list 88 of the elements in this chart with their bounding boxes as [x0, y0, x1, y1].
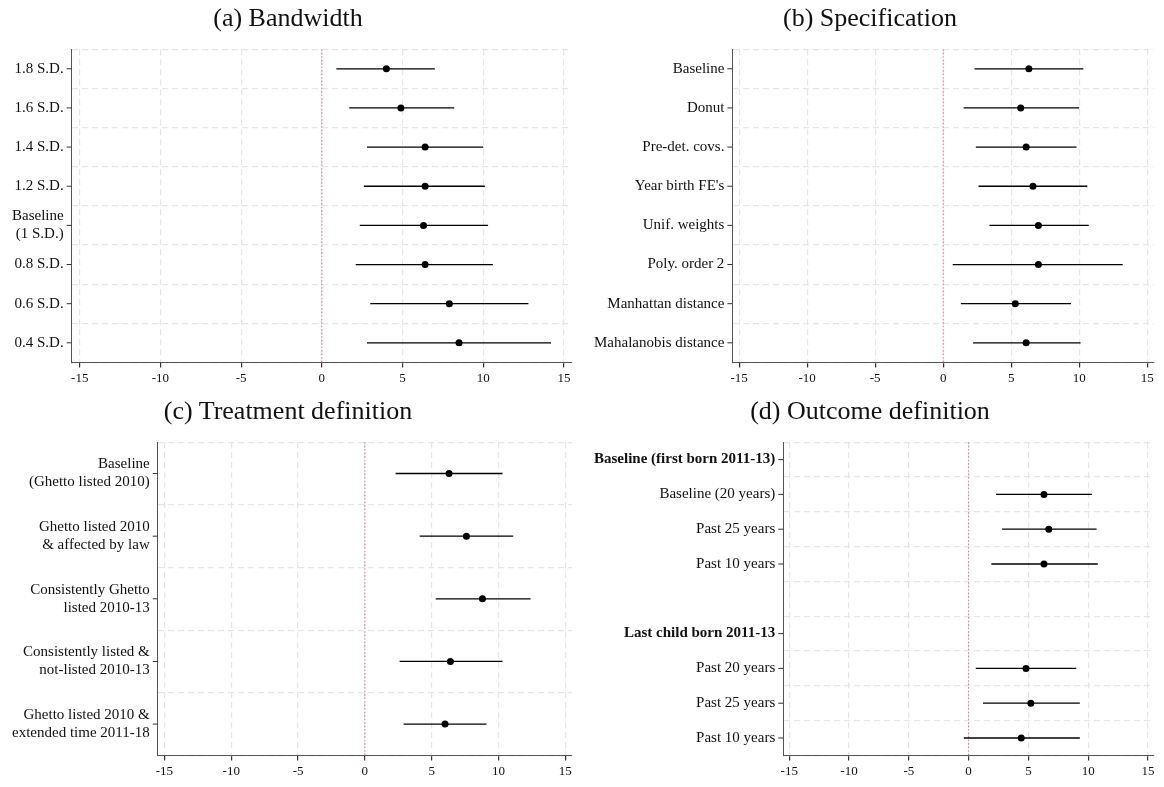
y-tick-label: 1.4 S.D. — [14, 138, 64, 155]
y-tick-label: Baseline (Ghetto listed 2010) — [28, 455, 151, 491]
x-tick-label: 0 — [361, 762, 369, 778]
point — [1022, 664, 1030, 672]
chart-title: (c) Treatment definition — [163, 396, 413, 426]
chart-title: (a) Bandwidth — [213, 3, 363, 33]
y-tick-label: Consistently listed & not-listed 2010-13 — [23, 643, 151, 678]
x-tick-label: 15 — [1140, 369, 1154, 385]
y-tick-label: Consistently Ghetto listed 2010-13 — [30, 580, 150, 615]
x-tick-label: 15 — [1141, 762, 1155, 778]
point — [455, 339, 463, 347]
y-tick-label: Baseline (first born 2011-13) — [593, 450, 776, 468]
x-tick-label: -10 — [151, 369, 170, 385]
point — [1040, 560, 1048, 568]
point — [421, 143, 429, 151]
point — [1045, 525, 1053, 533]
y-tick-label: Pre-det. covs. — [642, 138, 725, 155]
x-tick-label: 5 — [428, 762, 435, 778]
x-tick-label: 5 — [1007, 369, 1015, 385]
point — [1017, 104, 1025, 112]
x-tick-label: -15 — [780, 762, 798, 778]
y-tick-label: Baseline — [672, 59, 725, 76]
x-tick-label: 0 — [965, 762, 972, 778]
x-tick-label: 10 — [476, 369, 490, 385]
y-tick-label: 1.8 S.D. — [14, 59, 64, 76]
y-tick-label: Ghetto listed 2010 & extended time 2011-18 — [11, 706, 151, 741]
point — [478, 595, 486, 603]
x-tick-label: 10 — [492, 762, 505, 778]
x-tick-label: -15 — [71, 369, 89, 385]
y-tick-label: 0.8 S.D. — [14, 255, 64, 272]
x-tick-label: 0 — [318, 369, 326, 385]
point — [421, 261, 429, 269]
x-tick-label: 0 — [939, 369, 947, 385]
x-tick-label: -10 — [840, 762, 858, 778]
point — [1011, 300, 1019, 308]
y-tick-label: Donut — [686, 98, 726, 115]
point — [1027, 699, 1035, 707]
x-tick-label: 15 — [558, 762, 572, 778]
point — [1034, 221, 1042, 229]
y-tick-label: Manhattan distance — [607, 294, 725, 311]
point — [1040, 490, 1048, 498]
x-tick-label: -15 — [155, 762, 174, 778]
x-tick-label: -10 — [222, 762, 240, 778]
point — [421, 182, 429, 190]
y-tick-label: Past 10 years — [696, 554, 776, 571]
y-tick-label: Poly. order 2 — [647, 255, 725, 272]
point — [462, 532, 470, 540]
y-tick-label: Mahalanobis distance — [593, 333, 725, 350]
x-tick-label: 5 — [399, 369, 406, 385]
x-tick-label: 5 — [1025, 762, 1032, 778]
point — [441, 720, 449, 728]
point — [446, 657, 454, 665]
chart-title: (d) Outcome definition — [750, 396, 990, 426]
y-tick-label: Past 20 years — [696, 659, 776, 676]
point — [1017, 734, 1025, 742]
y-tick-label: Past 25 years — [696, 694, 776, 711]
y-tick-label: Baseline (20 years) — [659, 485, 776, 503]
point — [420, 221, 428, 229]
x-tick-label: -5 — [235, 369, 247, 385]
point — [1025, 65, 1033, 73]
y-tick-label: Past 10 years — [696, 728, 776, 745]
x-tick-label: 10 — [1081, 762, 1095, 778]
y-tick-label: Last child born 2011-13 — [623, 624, 776, 641]
y-tick-label: Ghetto listed 2010 & affected by law — [38, 518, 150, 553]
y-tick-label: 0.4 S.D. — [14, 333, 64, 350]
point — [1034, 261, 1042, 269]
point — [1022, 143, 1030, 151]
y-tick-label: 1.6 S.D. — [14, 98, 64, 115]
point — [1022, 339, 1030, 347]
y-tick-label: Baseline (1 S.D.) — [11, 207, 64, 243]
x-tick-label: 15 — [557, 369, 571, 385]
point — [445, 470, 453, 478]
x-tick-label: -5 — [292, 762, 304, 778]
x-tick-label: 10 — [1072, 369, 1086, 385]
point — [382, 65, 390, 73]
point — [397, 104, 405, 112]
x-tick-label: -10 — [798, 369, 816, 385]
y-tick-label: 1.2 S.D. — [14, 177, 64, 194]
x-tick-label: -5 — [903, 762, 915, 778]
x-tick-label: -5 — [869, 369, 881, 385]
y-tick-label: Unif. weights — [642, 216, 725, 233]
point — [445, 300, 453, 308]
y-tick-label: Year birth FE's — [634, 177, 725, 194]
point — [1029, 182, 1037, 190]
y-tick-label: Past 25 years — [696, 520, 776, 537]
chart-title: (b) Specification — [783, 3, 957, 33]
y-tick-label: 0.6 S.D. — [14, 294, 64, 311]
x-tick-label: -15 — [730, 369, 748, 385]
